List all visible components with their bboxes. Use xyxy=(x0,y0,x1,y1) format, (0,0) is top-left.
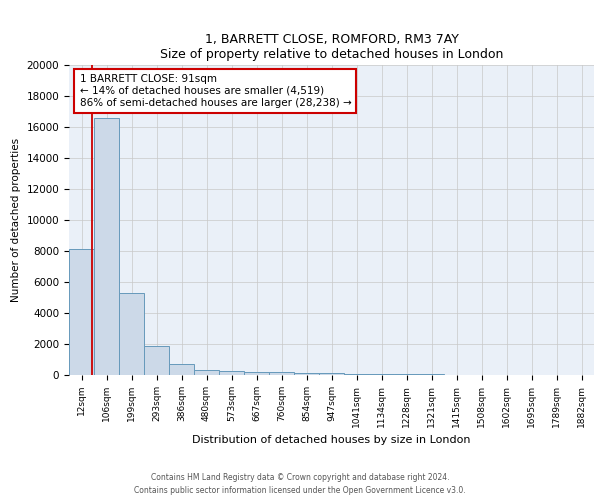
Bar xyxy=(419,374,444,375)
Bar xyxy=(219,372,244,375)
Bar xyxy=(144,346,169,375)
Title: 1, BARRETT CLOSE, ROMFORD, RM3 7AY
Size of property relative to detached houses : 1, BARRETT CLOSE, ROMFORD, RM3 7AY Size … xyxy=(160,33,503,61)
Bar xyxy=(194,370,219,375)
Text: 1 BARRETT CLOSE: 91sqm
← 14% of detached houses are smaller (4,519)
86% of semi-: 1 BARRETT CLOSE: 91sqm ← 14% of detached… xyxy=(79,74,351,108)
Bar xyxy=(69,250,94,375)
X-axis label: Distribution of detached houses by size in London: Distribution of detached houses by size … xyxy=(192,435,471,445)
Bar xyxy=(269,372,294,375)
Bar xyxy=(344,374,369,375)
Bar xyxy=(369,374,394,375)
Bar xyxy=(169,364,194,375)
Bar xyxy=(394,374,419,375)
Bar xyxy=(319,374,344,375)
Y-axis label: Number of detached properties: Number of detached properties xyxy=(11,138,21,302)
Bar xyxy=(94,118,119,375)
Bar xyxy=(294,372,319,375)
Text: Contains HM Land Registry data © Crown copyright and database right 2024.
Contai: Contains HM Land Registry data © Crown c… xyxy=(134,473,466,495)
Bar xyxy=(119,293,144,375)
Bar xyxy=(244,372,269,375)
